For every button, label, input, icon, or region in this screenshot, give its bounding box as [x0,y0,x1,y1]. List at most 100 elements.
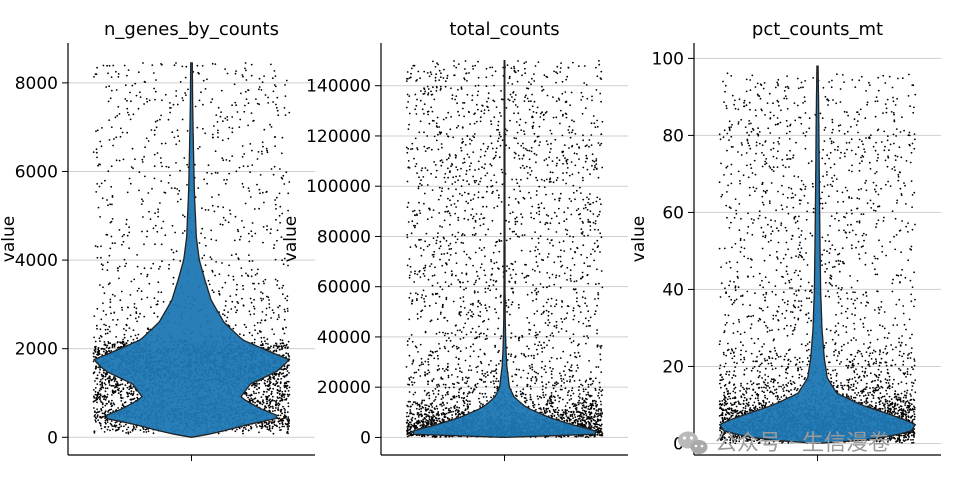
data-point [547,215,550,217]
data-point [552,368,554,370]
data-point [253,324,256,327]
data-point [269,346,271,349]
data-point [467,218,470,221]
violin-panels: 02000400060008000n_genes_by_countsvalue0… [0,19,941,461]
data-point [582,409,584,412]
data-point [145,137,148,140]
data-point [162,301,165,303]
data-point [172,258,175,261]
data-point [211,271,214,273]
data-point [96,245,99,248]
data-point [109,306,112,309]
data-point [102,286,104,289]
data-point [99,163,101,166]
data-point [575,209,578,212]
data-point [286,370,289,372]
data-point [243,323,246,326]
data-point [274,258,277,261]
data-point [276,109,279,112]
data-point [535,194,538,196]
data-point [481,104,483,107]
data-point [198,146,201,148]
data-point [151,64,154,66]
data-point [207,279,210,282]
data-point [95,411,98,414]
data-point [275,349,278,352]
data-point [493,382,495,385]
data-point [555,274,558,277]
data-point [253,313,256,315]
data-point [125,223,128,226]
data-point [194,105,197,108]
data-point [101,412,104,415]
data-point [535,246,537,248]
data-point [113,138,115,140]
data-point [108,119,111,121]
data-point [506,311,508,313]
data-point [95,365,97,368]
data-point [533,217,535,220]
data-point [103,371,105,374]
data-point [278,422,281,425]
data-point [275,342,277,345]
data-point [439,85,442,88]
data-point [93,315,96,317]
data-point [573,380,576,382]
data-point [214,171,217,174]
data-point [93,431,96,434]
data-point [100,386,103,389]
data-point [483,154,486,157]
data-point [273,165,276,168]
data-point [444,347,447,350]
data-point [250,230,253,233]
data-point [515,368,518,371]
data-point [579,217,582,220]
data-point [286,307,289,310]
data-point [255,424,257,426]
data-point [150,129,153,131]
data-point [116,388,119,391]
data-point [119,127,122,130]
data-point [276,318,279,321]
data-point [250,269,253,271]
data-point [175,162,177,164]
data-point [281,293,284,296]
data-point [109,330,111,333]
data-point [114,378,117,381]
data-point [512,100,515,103]
data-point [107,72,109,75]
data-point [93,76,95,78]
data-point [425,404,428,407]
data-point [112,410,114,412]
data-point [497,380,500,383]
data-point [105,233,108,236]
data-point [121,306,123,309]
data-point [483,374,485,377]
data-point [165,165,168,168]
data-point [176,188,179,190]
data-point [220,89,223,92]
data-point [123,64,126,67]
data-point [269,376,272,379]
data-point [124,98,127,100]
data-point [523,234,526,236]
data-point [263,282,265,285]
data-point [458,192,461,195]
data-point [521,157,524,160]
data-point [242,288,245,290]
data-point [278,426,281,429]
data-point [179,260,182,262]
data-point [101,127,103,129]
data-point [104,344,107,347]
data-point [485,85,488,88]
data-point [276,389,279,391]
data-point [97,348,100,351]
data-point [487,287,489,290]
data-point [266,397,268,400]
data-point [119,341,121,344]
data-point [266,228,268,231]
data-point [266,423,268,425]
data-point [142,216,144,218]
data-point [277,114,280,117]
data-point [274,136,277,138]
